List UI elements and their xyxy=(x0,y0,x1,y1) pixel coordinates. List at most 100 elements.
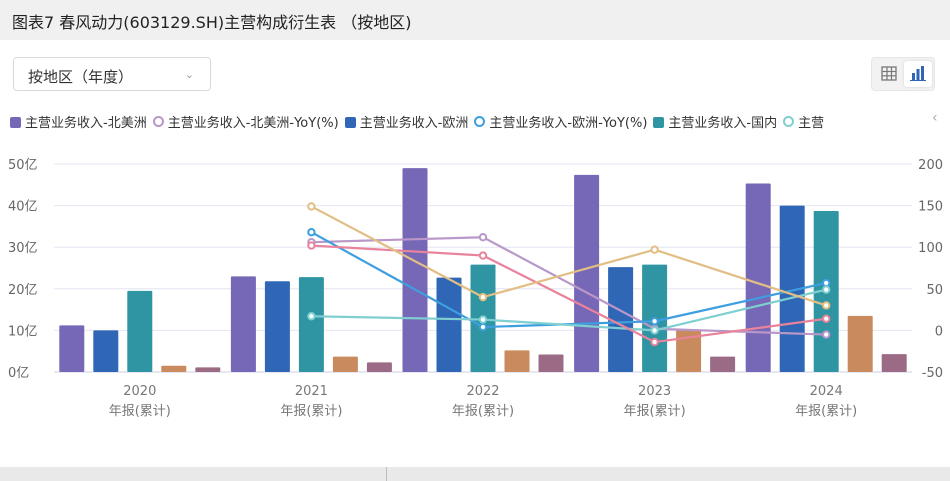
legend-item[interactable]: 主营业务收入-北美洲 xyxy=(10,112,147,131)
table-icon xyxy=(881,66,897,81)
line-point xyxy=(822,301,831,310)
legend-marker xyxy=(653,117,665,128)
bar xyxy=(608,267,634,372)
bar xyxy=(676,329,702,372)
legend-item[interactable]: 主营业务收入-欧洲 xyxy=(344,112,469,131)
bar xyxy=(504,350,530,372)
x-tick-sublabel: 年报(累计) xyxy=(109,404,171,419)
legend-item[interactable]: 主营业务收入-欧洲-YoY(%) xyxy=(474,112,647,131)
bar xyxy=(264,281,290,372)
title-bar: 图表7 春风动力(603129.SH)主营构成衍生表 （按地区) xyxy=(0,0,950,40)
legend-marker xyxy=(152,116,164,127)
chart-plot: 50亿 200 40亿 150 30亿 100 20亿 50 10亿 0 0亿 -50 2020 年报(累… xyxy=(8,158,943,419)
x-tick-label: 2022 xyxy=(466,384,499,399)
bar xyxy=(847,315,873,372)
legend-item[interactable]: 主营业务收入-国内 xyxy=(653,112,777,131)
bar xyxy=(59,325,85,372)
right-tick-label: 100 xyxy=(918,241,943,256)
line-point xyxy=(478,233,488,242)
series-line xyxy=(310,205,827,307)
line-point xyxy=(822,285,831,294)
dimension-dropdown-label: 按地区（年度） xyxy=(28,68,134,86)
line-point xyxy=(822,330,831,339)
line-point xyxy=(307,312,316,321)
series-line xyxy=(311,236,827,336)
bar xyxy=(436,277,462,372)
line-point xyxy=(650,317,659,326)
left-tick-label: 20亿 xyxy=(8,283,38,298)
series-line xyxy=(311,244,827,344)
right-tick-label: 50 xyxy=(926,283,943,298)
line-point xyxy=(650,245,659,254)
legend-label: 主营业务收入-国内 xyxy=(668,116,778,131)
line-point xyxy=(478,322,488,332)
legend-label: 主营 xyxy=(798,116,825,131)
bar xyxy=(574,174,600,372)
line-point xyxy=(822,278,831,288)
line-point xyxy=(478,292,488,302)
left-tick-label: 30亿 xyxy=(8,241,38,256)
bar xyxy=(127,290,153,372)
bar-chart-icon xyxy=(910,66,926,81)
series-line xyxy=(311,288,827,332)
chart-view-button[interactable] xyxy=(904,61,932,87)
x-tick-label: 2021 xyxy=(295,384,328,399)
legend-marker xyxy=(474,116,486,127)
bar xyxy=(779,205,805,372)
legend-item[interactable]: 主营 xyxy=(783,112,824,131)
x-tick-sublabel: 年报(累计) xyxy=(452,404,514,419)
table-view-button[interactable] xyxy=(875,61,903,87)
bar xyxy=(538,354,564,372)
chevron-down-icon: ⌄ xyxy=(184,68,194,81)
bar xyxy=(881,354,907,372)
x-tick-label: 2023 xyxy=(638,384,671,399)
bar xyxy=(745,183,771,372)
bar xyxy=(402,168,428,372)
line-point xyxy=(478,251,488,260)
bar xyxy=(366,362,392,372)
view-toggle xyxy=(871,57,935,91)
right-tick-label: -50 xyxy=(922,366,943,381)
left-tick-label: 10亿 xyxy=(8,324,38,339)
legend-label: 主营业务收入-欧洲 xyxy=(359,116,469,131)
line-point xyxy=(307,202,316,211)
footer-divider xyxy=(386,467,387,481)
bar xyxy=(195,367,221,372)
legend-fade xyxy=(912,106,950,134)
legend-label: 主营业务收入-北美洲-YoY(%) xyxy=(167,116,339,131)
bar xyxy=(298,277,324,372)
bar xyxy=(161,365,187,372)
x-tick-label: 2024 xyxy=(810,384,843,399)
line-point xyxy=(307,241,316,250)
legend-marker xyxy=(344,117,356,128)
bar xyxy=(332,356,358,372)
left-tick-label: 0亿 xyxy=(8,366,29,381)
line-point xyxy=(822,314,831,323)
line-point xyxy=(650,337,659,347)
right-tick-label: 200 xyxy=(918,158,943,173)
bar xyxy=(710,356,736,372)
legend-marker xyxy=(10,117,21,128)
x-tick-sublabel: 年报(累计) xyxy=(624,404,686,419)
legend-label: 主营业务收入-欧洲-YoY(%) xyxy=(489,116,648,131)
line-point xyxy=(478,315,488,324)
x-tick-sublabel: 年报(累计) xyxy=(280,404,342,419)
line-point xyxy=(307,228,316,237)
right-tick-label: 150 xyxy=(918,200,943,215)
left-tick-label: 50亿 xyxy=(8,158,38,173)
legend-next-icon[interactable]: ‹ xyxy=(932,110,938,126)
left-tick-label: 40亿 xyxy=(8,200,38,215)
chart-title: 图表7 春风动力(603129.SH)主营构成衍生表 （按地区) xyxy=(12,13,412,32)
bar xyxy=(230,276,256,372)
line-point xyxy=(650,326,659,335)
bar xyxy=(93,330,119,372)
chart-legend: 主营业务收入-北美洲 主营业务收入-北美洲-YoY(%) 主营业务收入-欧洲 主营业务… xyxy=(10,111,910,131)
legend-label: 主营业务收入-北美洲 xyxy=(25,116,147,131)
legend-item[interactable]: 主营业务收入-北美洲-YoY(%) xyxy=(152,112,339,131)
x-tick-sublabel: 年报(累计) xyxy=(795,404,857,419)
dimension-dropdown[interactable]: 按地区（年度） ⌄ xyxy=(13,57,211,91)
right-tick-label: 0 xyxy=(935,324,943,339)
legend-marker xyxy=(783,116,795,127)
x-tick-label: 2020 xyxy=(123,384,156,399)
footer-bar xyxy=(0,467,950,481)
